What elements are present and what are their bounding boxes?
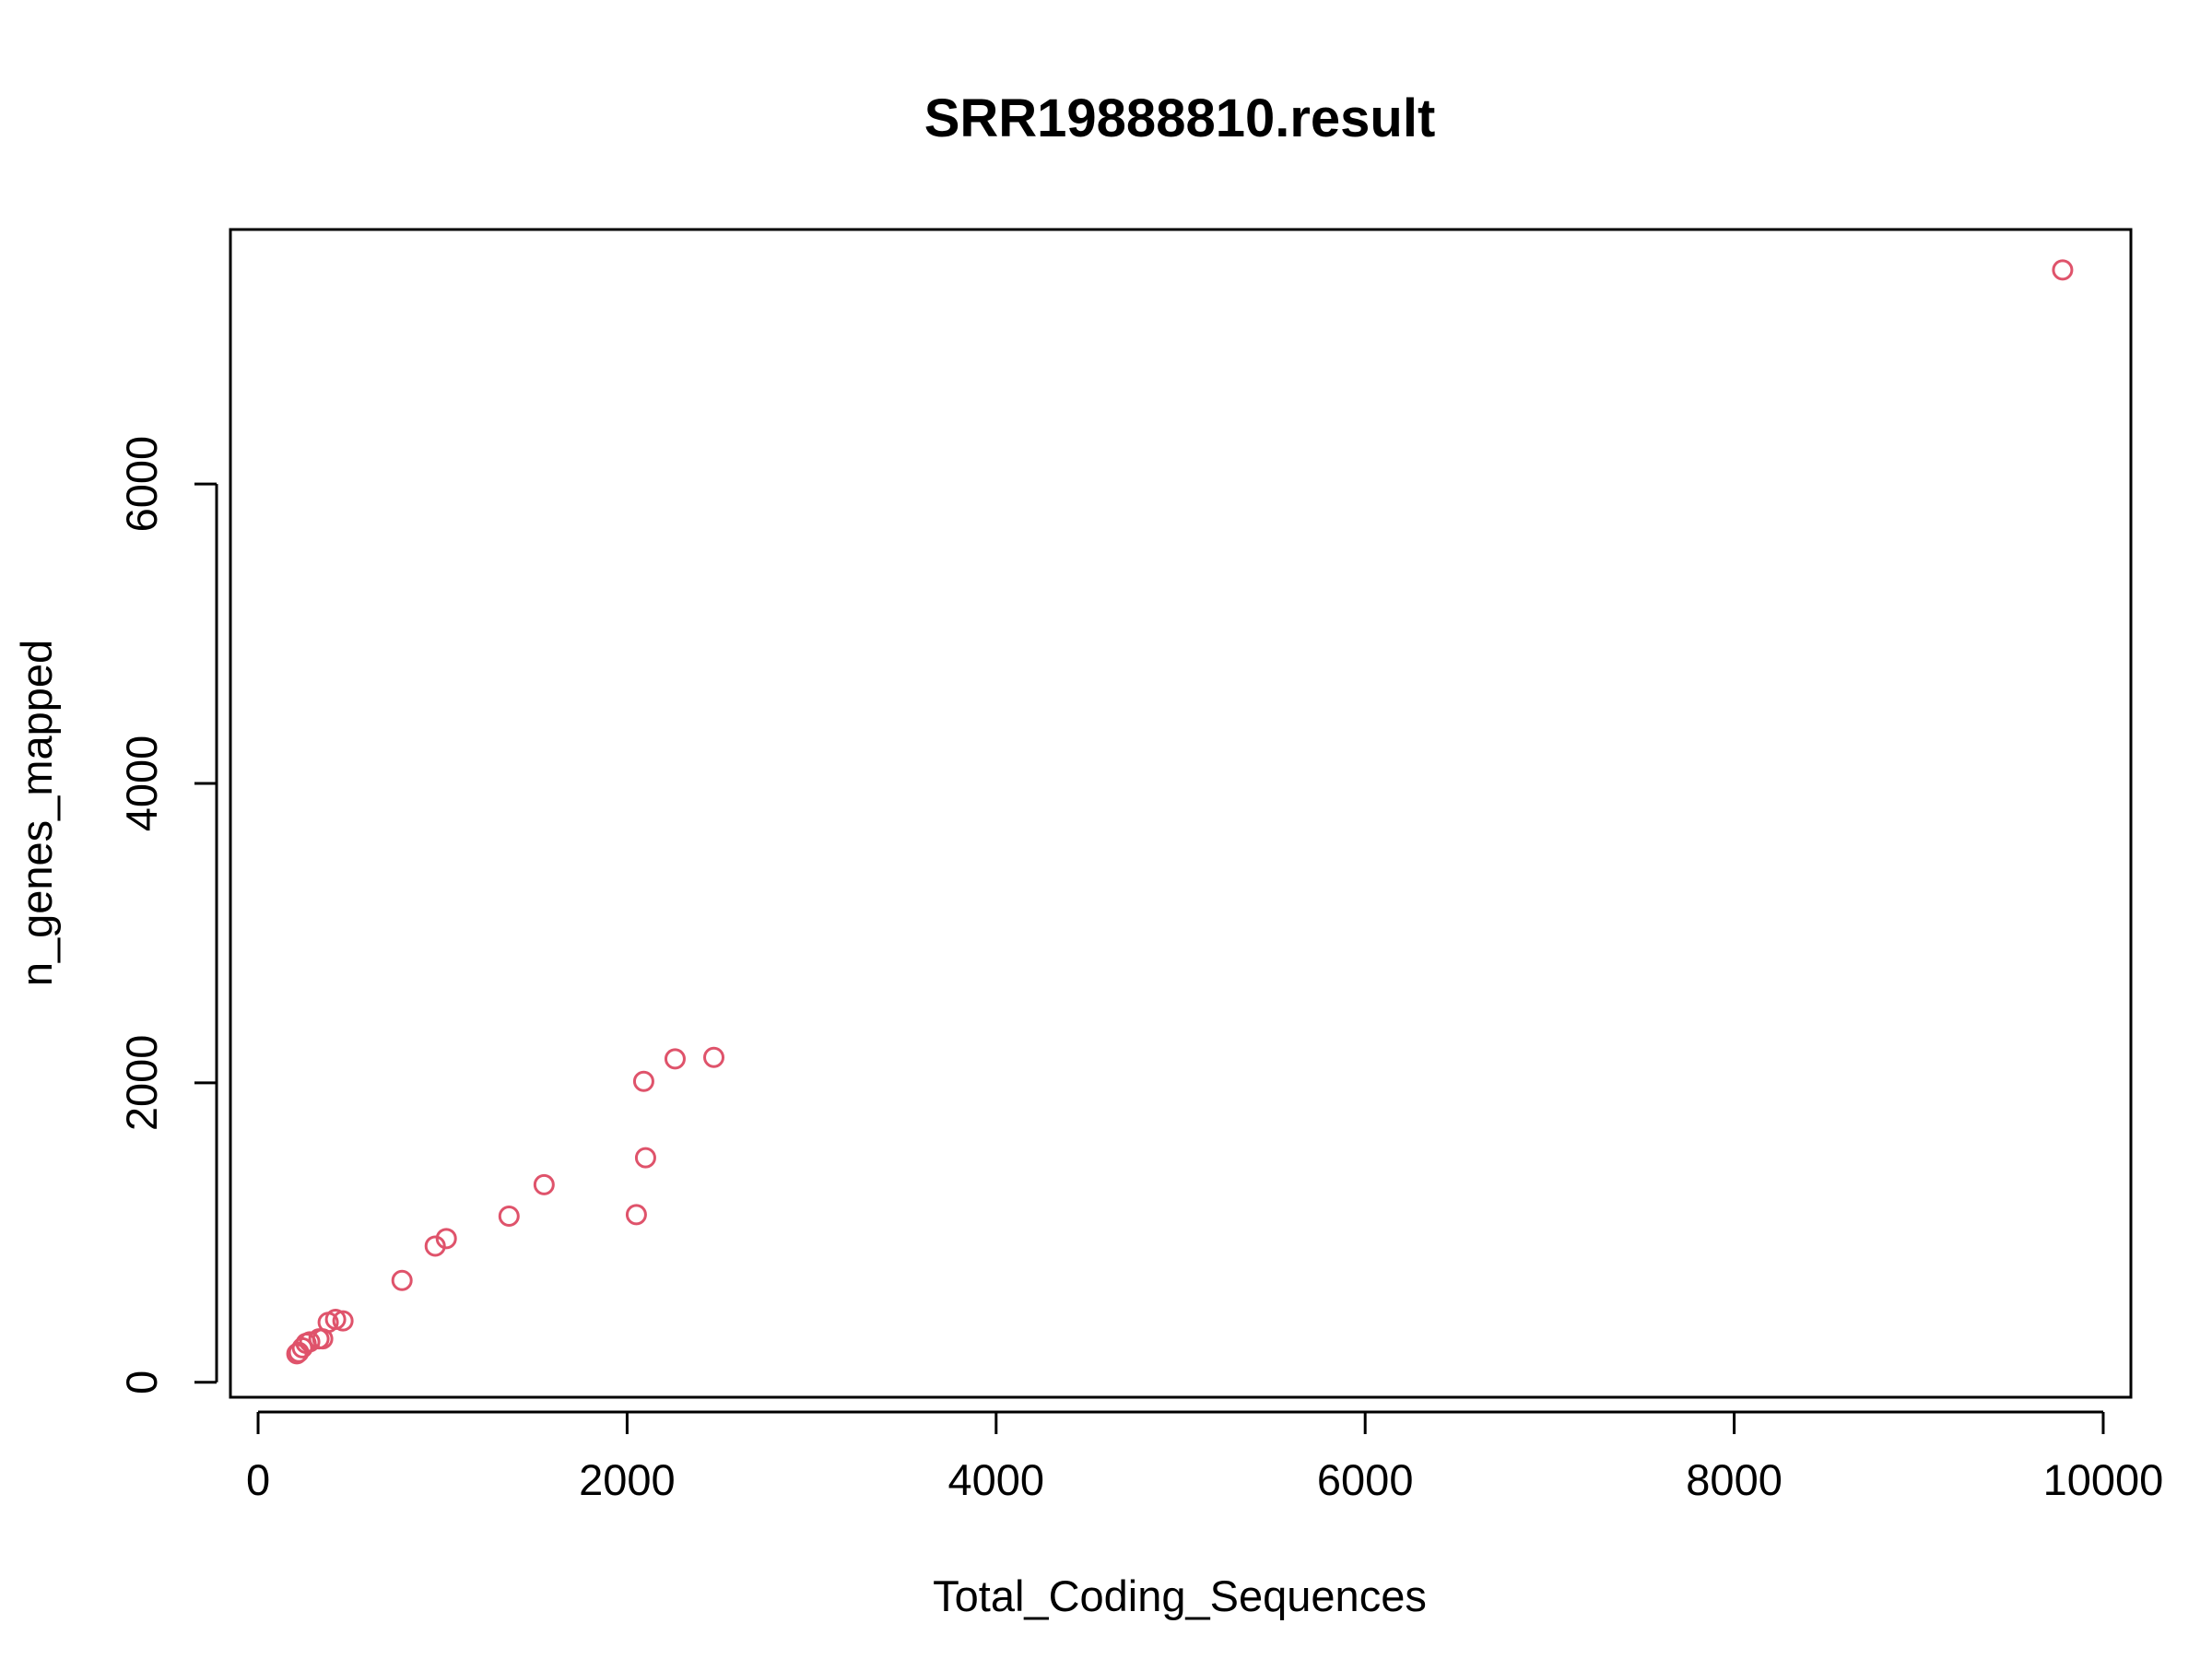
y-tick-label: 0: [117, 1371, 166, 1394]
data-point: [703, 1046, 725, 1068]
x-tick-label: 10000: [2043, 1455, 2164, 1504]
x-tick-label: 2000: [579, 1455, 676, 1504]
data-point: [391, 1269, 413, 1291]
data-point: [634, 1147, 656, 1169]
data-point: [664, 1048, 686, 1070]
x-tick-label: 4000: [948, 1455, 1045, 1504]
data-point: [286, 1343, 308, 1365]
plot-area-frame: [229, 228, 2133, 1399]
y-axis-title: n_genes_mapped: [12, 640, 61, 986]
x-tick-label: 8000: [1686, 1455, 1783, 1504]
x-tick-label: 0: [246, 1455, 270, 1504]
y-tick-label: 6000: [117, 436, 166, 533]
data-point: [308, 1328, 330, 1350]
x-axis-title: Total_Coding_Sequences: [933, 1571, 1427, 1620]
data-point: [424, 1235, 446, 1257]
x-axis: 0 2000 4000 6000 8000 10000: [246, 1410, 2164, 1504]
y-tick-label: 4000: [117, 735, 166, 832]
data-point: [625, 1204, 647, 1226]
chart-title: SRR19888810.result: [924, 88, 1436, 148]
data-point: [435, 1228, 457, 1250]
data-point: [498, 1205, 520, 1227]
data-point: [291, 1336, 313, 1359]
x-tick-label: 6000: [1317, 1455, 1414, 1504]
data-point: [332, 1310, 354, 1332]
data-points: [286, 259, 2074, 1365]
data-point: [533, 1173, 555, 1195]
data-point: [2052, 259, 2074, 281]
data-point: [632, 1070, 654, 1092]
y-tick-label: 2000: [117, 1035, 166, 1132]
y-axis: 0 2000 4000 6000: [117, 436, 218, 1394]
